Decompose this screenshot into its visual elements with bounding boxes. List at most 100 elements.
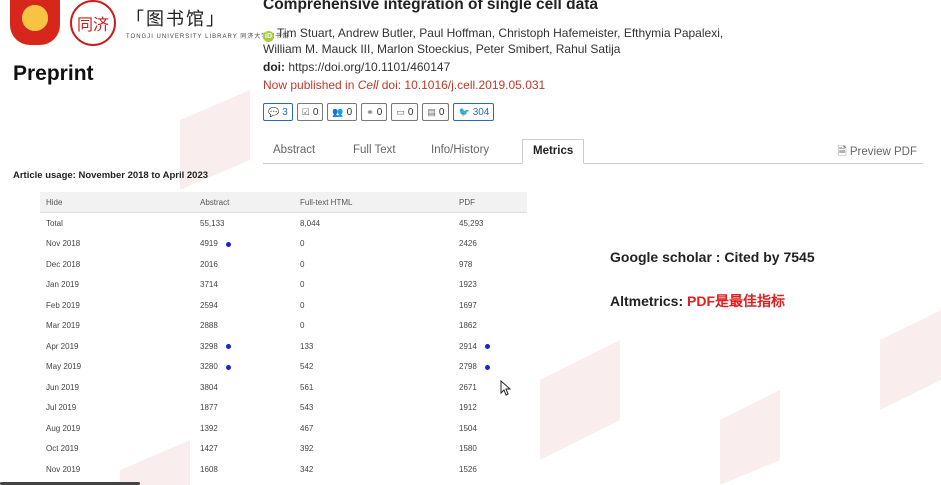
altmetrics-label: Altmetrics: [610, 293, 688, 309]
abstract-cell: 3298 [194, 336, 294, 357]
month-cell: Jun 2019 [40, 377, 194, 398]
tab-info-history[interactable]: Info/History [431, 144, 490, 156]
month-cell: Apr 2019 [40, 336, 194, 357]
month-cell: Feb 2019 [40, 295, 194, 316]
authors-line-1-text: Tim Stuart, Andrew Butler, Paul Hoffman,… [277, 26, 724, 40]
authors-line-1[interactable]: iD Tim Stuart, Andrew Butler, Paul Hoffma… [263, 26, 923, 42]
authors-line-2[interactable]: William M. Mauck III, Marlon Stoeckius, … [263, 42, 923, 57]
users-badge[interactable]: 👥 0 [327, 103, 358, 121]
tab-metrics[interactable]: Metrics [522, 139, 585, 164]
month-cell: Jul 2019 [40, 398, 194, 419]
month-cell: May 2019 [40, 357, 194, 378]
monitor-badge[interactable]: ▭ 0 [391, 103, 419, 121]
pdf-cell: 1526 [453, 459, 527, 480]
share-badge[interactable]: ⚭ 0 [361, 103, 388, 121]
author-list: iD Tim Stuart, Andrew Butler, Paul Hoffma… [263, 26, 923, 57]
table-row: Nov 2019 1608 342 1526 [40, 459, 527, 480]
html-cell-value: 543 [300, 403, 314, 413]
total-row: Total 55,133 8,044 45,293 [40, 212, 527, 234]
tab-abstract[interactable]: Abstract [273, 144, 316, 156]
table-row: Jan 2019 3714 0 1923 [40, 275, 527, 296]
month-cell: Oct 2019 [40, 439, 194, 460]
pdf-cell-value: 1923 [459, 280, 477, 290]
pdf-cell: 1697 [453, 295, 527, 316]
abstract-cell: 4919 [194, 234, 294, 255]
table-row: Aug 2019 1392 467 1504 [40, 418, 527, 439]
published-in-line[interactable]: Now published in Cell doi: 10.1016/j.cel… [263, 78, 923, 92]
html-cell: 0 [294, 316, 453, 337]
month-cell-value: Nov 2018 [46, 239, 81, 249]
library-logo-title: 「图书馆」 [126, 9, 226, 30]
pdf-cell: 1923 [453, 275, 527, 296]
abstract-column-header: Abstract [194, 192, 294, 213]
pdf-cell-value: 2671 [459, 382, 477, 392]
published-doi: doi: 10.1016/j.cell.2019.05.031 [381, 78, 546, 92]
html-cell: 542 [294, 357, 453, 378]
highlight-dot-icon [484, 344, 490, 350]
html-cell-value: 467 [300, 423, 314, 433]
pdf-cell: 1912 [453, 398, 527, 419]
abstract-cell-value: 1392 [200, 423, 218, 433]
html-cell: 0 [294, 275, 453, 296]
abstract-cell-value: 3280 [200, 362, 218, 372]
pdf-cell-value: 1504 [459, 423, 477, 433]
month-cell-value: Dec 2018 [46, 259, 81, 269]
highlight-dot-icon [225, 241, 231, 247]
table-row: Feb 2019 2594 0 1697 [40, 295, 527, 316]
doi-line: doi: https://doi.org/10.1101/460147 [263, 60, 923, 74]
horizontal-scrollbar[interactable] [0, 482, 140, 485]
html-column-header: Full-text HTML [294, 192, 453, 213]
preview-pdf-link[interactable]: 🗎 Preview PDF [837, 144, 917, 163]
abstract-cell: 1608 [194, 459, 294, 480]
pdf-cell: 2426 [453, 234, 527, 255]
tab-full-text[interactable]: Full Text [353, 144, 396, 156]
mouse-cursor-icon [500, 380, 512, 396]
pdf-column-header: PDF [453, 192, 527, 213]
month-cell: Dec 2018 [40, 254, 194, 275]
comments-count: 3 [282, 106, 288, 118]
monitor-icon: ▭ [396, 106, 405, 117]
pdf-cell: 45,293 [453, 212, 527, 234]
html-cell-value: 0 [300, 321, 305, 331]
published-prefix: Now published in [263, 78, 355, 92]
month-cell-value: Apr 2019 [46, 341, 79, 351]
document-icon: 🗎 [837, 146, 850, 158]
hide-column-header[interactable]: Hide [40, 192, 194, 213]
html-cell-value: 0 [300, 300, 305, 310]
month-cell-value: Jun 2019 [46, 382, 79, 392]
twitter-badge[interactable]: 🐦 304 [453, 103, 495, 121]
table-row: Apr 2019 3298 133 2914 [40, 336, 527, 357]
share-icon: ⚭ [366, 106, 374, 117]
abstract-cell: 3804 [194, 377, 294, 398]
comments-badge[interactable]: 💬 3 [263, 103, 293, 121]
film-badge[interactable]: ▤ 0 [422, 103, 450, 121]
html-cell-value: 392 [300, 444, 314, 454]
abstract-cell: 2016 [194, 254, 294, 275]
abstract-cell-value: 3804 [200, 382, 218, 392]
comment-icon: 💬 [268, 106, 280, 117]
pdf-cell: 978 [453, 254, 527, 275]
html-cell: 561 [294, 377, 453, 398]
html-cell-value: 0 [300, 259, 305, 269]
film-count: 0 [438, 106, 445, 118]
reviews-badge[interactable]: ☑ 0 [296, 103, 324, 121]
article-title[interactable]: Comprehensive integration of single cell… [263, 0, 599, 13]
altmetrics-note: Altmetrics: PDF是最佳指标 [610, 291, 785, 311]
doi-label: doi: [263, 60, 285, 74]
twitter-icon: 🐦 [458, 106, 470, 117]
month-cell-value: Jan 2019 [46, 280, 79, 290]
month-cell: Mar 2019 [40, 316, 194, 337]
check-icon: ☑ [301, 106, 310, 117]
pdf-cell-value: 45,293 [459, 218, 484, 228]
pdf-cell: 2914 [453, 336, 527, 357]
twitter-count: 304 [472, 106, 490, 118]
month-cell-value: Aug 2019 [46, 423, 81, 433]
usage-header-row: Hide Abstract Full-text HTML PDF [40, 192, 527, 213]
pdf-cell-value: 2914 [459, 341, 477, 351]
pdf-cell: 1862 [453, 316, 527, 337]
month-cell: Nov 2018 [40, 234, 194, 255]
doi-link[interactable]: https://doi.org/10.1101/460147 [288, 60, 451, 74]
university-seal-logo: 同济 [70, 0, 116, 46]
seal-text: 同济 [76, 14, 109, 34]
